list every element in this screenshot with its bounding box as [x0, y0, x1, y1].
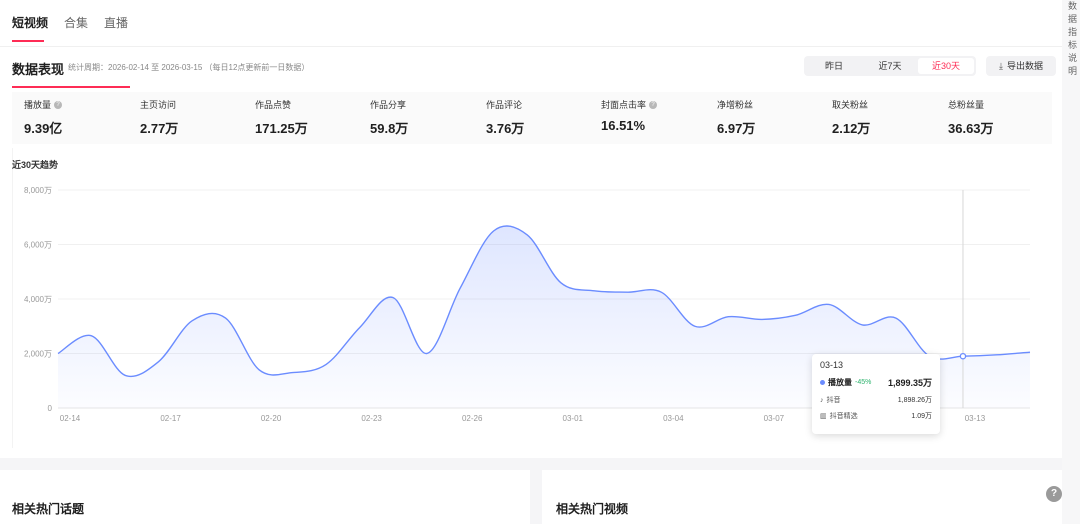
metric-unfollows[interactable]: 取关粉丝 2.12万	[832, 98, 870, 137]
metric-total-followers[interactable]: 总粉丝量 36.63万	[948, 98, 994, 137]
metric-label: 取关粉丝	[832, 100, 869, 110]
tabs-divider	[0, 46, 1062, 47]
tab-collection[interactable]: 合集	[64, 16, 89, 30]
hot-videos-card	[542, 470, 1062, 524]
tooltip-sub-label: 抖音	[826, 397, 841, 404]
x-tick-label: 03-13	[965, 414, 986, 423]
x-tick-label: 03-01	[563, 414, 584, 423]
metric-label: 播放量	[24, 100, 52, 110]
metric-plays[interactable]: 播放量? 9.39亿	[24, 98, 62, 137]
x-tick-label: 02-26	[462, 414, 483, 423]
y-tick-label: 0	[48, 404, 53, 413]
metric-value: 6.97万	[717, 121, 756, 136]
range-30days-button[interactable]: 近30天	[918, 58, 974, 74]
metric-net-followers[interactable]: 净增粉丝 6.97万	[717, 98, 755, 137]
range-yesterday-button[interactable]: 昨日	[824, 61, 843, 71]
metric-label: 总粉丝量	[948, 100, 985, 110]
export-data-button[interactable]: ⤓ 导出数据	[986, 56, 1056, 76]
y-tick-label: 4,000万	[24, 295, 52, 304]
series-line	[57, 225, 1031, 378]
metric-label: 作品分享	[370, 100, 407, 110]
tab-live[interactable]: 直播	[104, 16, 129, 30]
metric-value: 171.25万	[255, 121, 308, 136]
metric-label: 封面点击率	[601, 100, 647, 110]
series-area	[58, 225, 1030, 408]
series-dot-icon	[820, 380, 825, 385]
metric-comments[interactable]: 作品评论 3.76万	[486, 98, 524, 137]
download-icon: ⤓	[999, 61, 1003, 71]
x-tick-label: 03-04	[663, 414, 684, 423]
tooltip-sub-label: 抖音精选	[829, 413, 858, 420]
metric-shares[interactable]: 作品分享 59.8万	[370, 98, 408, 137]
section-title: 数据表现	[12, 62, 65, 77]
metric-value: 2.12万	[832, 121, 871, 136]
range-7days-button[interactable]: 近7天	[878, 61, 902, 71]
help-icon[interactable]: ?	[54, 100, 63, 109]
section-title-underline	[12, 86, 130, 88]
x-tick-label: 02-14	[60, 414, 81, 423]
help-icon[interactable]: ?	[649, 100, 658, 109]
date-range-selector: 昨日 近7天 近30天	[804, 56, 976, 76]
metric-label: 净增粉丝	[717, 100, 754, 110]
content-type-tabs: 短视频 合集 直播	[12, 14, 128, 31]
metric-value: 2.77万	[140, 121, 179, 136]
metric-explanation-link[interactable]: 数据指标说明	[1068, 1, 1078, 76]
hot-topics-title: 相关热门话题	[12, 502, 85, 516]
tooltip-main-row: 播放量 -45% 1,899.35万	[820, 376, 932, 389]
metric-value: 3.76万	[486, 121, 525, 136]
metric-value: 59.8万	[370, 121, 409, 136]
y-tick-label: 8,000万	[24, 186, 52, 195]
douyin-icon: ♪	[820, 396, 824, 404]
hot-videos-title: 相关热门视频	[556, 502, 629, 516]
tooltip-sub-value: 1.09万	[911, 413, 932, 420]
tooltip-value: 1,899.35万	[887, 378, 932, 388]
tooltip-date: 03-13	[820, 360, 844, 370]
right-strip[interactable]	[1062, 0, 1080, 524]
metric-label: 主页访问	[140, 100, 177, 110]
x-tick-label: 02-23	[361, 414, 382, 423]
x-tick-label: 03-07	[764, 414, 785, 423]
export-label: 导出数据	[1006, 61, 1043, 71]
tooltip-change: -45%	[855, 379, 872, 386]
metric-value: 36.63万	[948, 121, 994, 136]
x-tick-label: 02-17	[160, 414, 181, 423]
metric-profile-visits[interactable]: 主页访问 2.77万	[140, 98, 178, 137]
metric-label: 作品点赞	[255, 100, 292, 110]
metrics-row: 播放量? 9.39亿 主页访问 2.77万 作品点赞 171.25万 作品分享 …	[12, 92, 1052, 144]
metric-value: 9.39亿	[24, 121, 63, 136]
y-tick-label: 2,000万	[24, 350, 52, 359]
hot-topics-card	[0, 470, 530, 524]
section-subtitle: 统计周期：2026-02-14 至 2026-03-15 （每日12点更新前一日…	[68, 63, 310, 72]
metric-label: 作品评论	[486, 100, 523, 110]
tooltip-series-name: 播放量	[828, 378, 852, 387]
tooltip-sub-value: 1,898.26万	[897, 397, 932, 404]
highlight-point[interactable]	[959, 352, 967, 360]
help-fab-button[interactable]: ?	[1046, 486, 1062, 502]
x-tick-label: 02-20	[261, 414, 282, 423]
tab-short-video[interactable]: 短视频	[12, 16, 49, 30]
active-tab-indicator	[12, 40, 44, 42]
metric-value: 16.51%	[601, 118, 646, 133]
tooltip-sub-row: ▥ 抖音精选 1.09万	[820, 411, 932, 421]
tooltip-sub-row: ♪ 抖音 1,898.26万	[820, 395, 932, 405]
metric-likes[interactable]: 作品点赞 171.25万	[255, 98, 308, 137]
chart-title: 近30天趋势	[12, 160, 59, 170]
chart-tooltip: 03-13 播放量 -45% 1,899.35万 ♪ 抖音 1,898.26万 …	[812, 354, 940, 434]
metric-cover-ctr[interactable]: 封面点击率? 16.51%	[601, 98, 658, 133]
y-tick-label: 6,000万	[24, 241, 52, 250]
douyin-select-icon: ▥	[820, 413, 827, 420]
